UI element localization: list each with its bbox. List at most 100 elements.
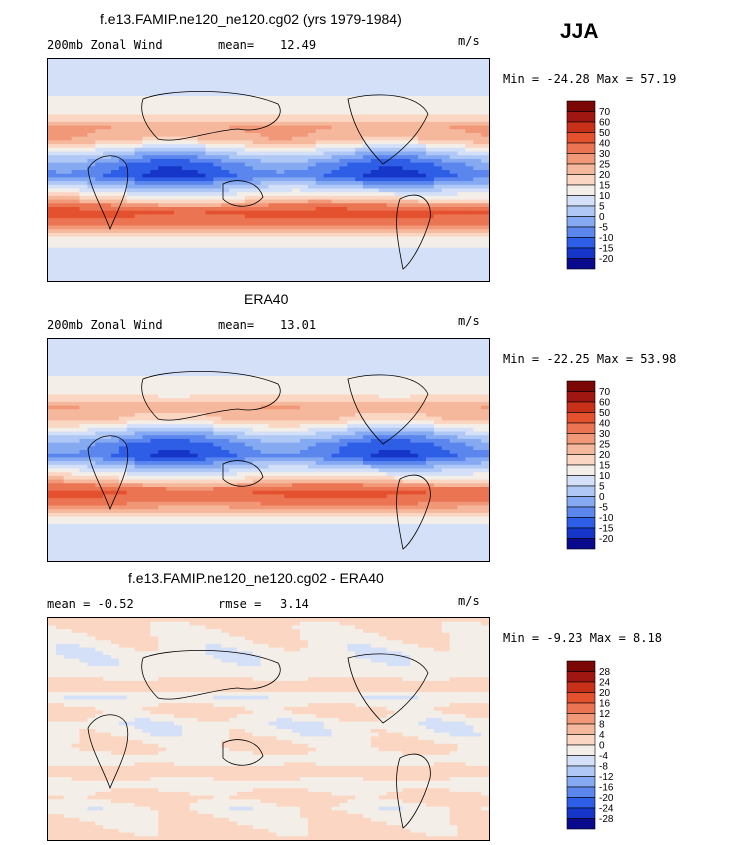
contour-cell bbox=[268, 269, 277, 275]
contour-cell bbox=[126, 195, 136, 201]
contour-cell bbox=[95, 199, 104, 204]
contour-cell bbox=[237, 151, 246, 156]
contour-cell bbox=[174, 255, 183, 260]
contour-cell bbox=[292, 376, 301, 381]
contour-cell bbox=[426, 103, 435, 108]
contour-cell bbox=[252, 394, 262, 399]
contour-cell bbox=[103, 390, 112, 396]
contour-cell bbox=[63, 273, 73, 278]
contour-cell bbox=[79, 103, 88, 108]
contour-cell bbox=[307, 210, 317, 215]
contour-cell bbox=[118, 114, 128, 119]
contour-cell bbox=[410, 262, 419, 267]
contour-cell bbox=[465, 342, 474, 347]
contour-cell bbox=[260, 229, 270, 234]
contour-cell bbox=[48, 133, 57, 138]
contour-cell bbox=[284, 401, 293, 407]
contour-cell bbox=[189, 59, 199, 64]
contour-cell bbox=[441, 92, 451, 97]
contour-cell bbox=[386, 398, 396, 403]
contour-cell bbox=[118, 258, 128, 264]
contour-cell bbox=[418, 173, 427, 178]
contour-cell bbox=[331, 427, 340, 433]
contour-cell bbox=[418, 277, 427, 281]
contour-cell bbox=[307, 413, 317, 418]
contour-cell bbox=[189, 357, 199, 362]
contour-cell bbox=[284, 339, 293, 344]
contour-cell bbox=[87, 129, 96, 134]
contour-cell bbox=[481, 70, 489, 75]
contour-cell bbox=[315, 236, 325, 241]
contour-cell bbox=[410, 416, 419, 421]
contour-cell bbox=[118, 427, 128, 433]
contour-cell bbox=[355, 247, 364, 252]
contour-cell bbox=[63, 59, 73, 64]
contour-cell bbox=[205, 398, 214, 403]
contour-cell bbox=[465, 129, 474, 134]
contour-cell bbox=[71, 144, 81, 149]
contour-cell bbox=[370, 129, 380, 134]
contour-cell bbox=[355, 372, 364, 377]
contour-cell bbox=[205, 255, 214, 260]
contour-cell bbox=[126, 258, 136, 264]
contour-cell bbox=[339, 244, 348, 249]
contour-cell bbox=[284, 409, 293, 414]
contour-cell bbox=[268, 81, 277, 86]
contour-cell bbox=[111, 144, 120, 149]
contour-cell bbox=[260, 225, 270, 230]
contour-cell bbox=[87, 266, 96, 271]
contour-cell bbox=[237, 162, 246, 167]
contour-cell bbox=[55, 266, 65, 271]
contour-cell bbox=[370, 438, 380, 444]
contour-cell bbox=[292, 221, 301, 227]
contour-cell bbox=[197, 181, 207, 186]
contour-cell bbox=[205, 266, 214, 271]
contour-cell bbox=[465, 427, 474, 433]
contour-cell bbox=[48, 59, 57, 64]
contour-cell bbox=[465, 177, 474, 182]
contour-cell bbox=[363, 121, 372, 127]
contour-cell bbox=[465, 232, 474, 238]
contour-cell bbox=[181, 262, 191, 267]
contour-cell bbox=[378, 166, 388, 171]
contour-cell bbox=[347, 269, 356, 275]
contour-cell bbox=[473, 232, 482, 238]
contour-cell bbox=[394, 158, 403, 164]
contour-cell bbox=[268, 207, 277, 212]
contour-cell bbox=[244, 121, 254, 127]
contour-cell bbox=[237, 166, 246, 171]
contour-cell bbox=[465, 390, 474, 396]
contour-cell bbox=[355, 184, 364, 190]
contour-cell bbox=[426, 269, 435, 275]
contour-cell bbox=[426, 107, 435, 112]
contour-cell bbox=[370, 255, 380, 260]
contour-cell bbox=[481, 62, 489, 67]
contour-cell bbox=[189, 244, 199, 249]
contour-cell bbox=[48, 214, 57, 219]
contour-cell bbox=[402, 173, 411, 178]
contour-cell bbox=[87, 229, 96, 234]
contour-cell bbox=[426, 188, 435, 193]
contour-cell bbox=[331, 184, 340, 190]
contour-cell bbox=[449, 339, 459, 344]
contour-cell bbox=[244, 376, 254, 381]
contour-cell bbox=[339, 133, 348, 138]
contour-cell bbox=[315, 158, 325, 164]
contour-cell bbox=[268, 177, 277, 182]
contour-cell bbox=[48, 269, 57, 275]
contour-cell bbox=[433, 361, 443, 366]
contour-cell bbox=[158, 357, 167, 362]
contour-cell bbox=[363, 244, 372, 249]
contour-cell bbox=[71, 277, 81, 281]
contour-cell bbox=[300, 103, 309, 108]
contour-cell bbox=[71, 181, 81, 186]
contour-cell bbox=[378, 99, 388, 104]
contour-cell bbox=[166, 346, 175, 351]
contour-cell bbox=[63, 225, 73, 230]
contour-cell bbox=[158, 221, 167, 227]
contour-cell bbox=[55, 103, 65, 108]
contour-cell bbox=[268, 188, 277, 193]
contour-cell bbox=[402, 438, 411, 444]
contour-cell bbox=[221, 214, 230, 219]
contour-cell bbox=[441, 118, 451, 123]
